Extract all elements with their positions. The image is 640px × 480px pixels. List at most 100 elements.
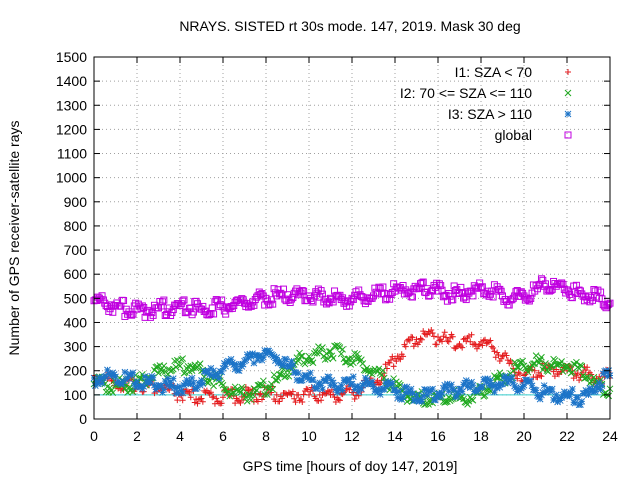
series-texture-mark bbox=[199, 380, 207, 388]
data-point bbox=[445, 290, 453, 298]
data-point bbox=[155, 304, 162, 312]
series-texture-mark bbox=[379, 283, 387, 291]
series-texture-mark bbox=[129, 388, 137, 396]
series-texture-mark bbox=[528, 382, 536, 390]
data-point bbox=[101, 299, 109, 307]
data-point bbox=[563, 392, 571, 400]
series-texture-mark bbox=[586, 384, 594, 392]
data-point bbox=[165, 383, 173, 390]
series-texture-mark bbox=[98, 292, 106, 300]
data-point bbox=[542, 389, 549, 396]
data-point bbox=[187, 304, 195, 312]
series-texture-mark bbox=[418, 279, 426, 287]
series-texture-mark bbox=[206, 371, 213, 379]
series-texture-mark bbox=[534, 374, 541, 381]
series-texture-mark bbox=[487, 387, 494, 395]
series-texture-mark bbox=[190, 379, 197, 387]
data-point bbox=[122, 305, 130, 313]
series-texture-mark bbox=[333, 389, 341, 396]
series-texture-mark bbox=[378, 386, 385, 394]
series-texture-mark bbox=[180, 382, 188, 389]
x-tick-label: 0 bbox=[90, 428, 98, 444]
series-texture-mark bbox=[254, 356, 262, 364]
series-texture-mark bbox=[523, 376, 531, 384]
data-point bbox=[327, 348, 334, 355]
series-texture-mark bbox=[267, 296, 275, 304]
data-point bbox=[230, 361, 238, 369]
series-texture-mark bbox=[317, 287, 325, 295]
data-point bbox=[327, 294, 334, 302]
series-texture-mark bbox=[91, 382, 99, 390]
series-texture-mark bbox=[422, 400, 430, 408]
data-point bbox=[122, 375, 130, 383]
series-texture-mark bbox=[118, 380, 126, 387]
series-texture-mark bbox=[282, 356, 290, 363]
data-point bbox=[574, 363, 582, 371]
series-texture-mark bbox=[461, 335, 468, 342]
series-texture-mark bbox=[577, 401, 584, 409]
series-texture-mark bbox=[317, 381, 325, 389]
series-texture-mark bbox=[194, 400, 201, 407]
data-point bbox=[445, 387, 453, 395]
series-texture-mark bbox=[493, 384, 501, 392]
legend-label: I1: SZA < 70 bbox=[455, 64, 533, 80]
series-texture-mark bbox=[497, 287, 505, 295]
series-texture-mark bbox=[210, 382, 217, 390]
series-texture-mark bbox=[482, 336, 489, 343]
series-texture-mark bbox=[394, 394, 402, 402]
series-texture-mark bbox=[410, 343, 417, 350]
series-texture-mark bbox=[270, 353, 278, 361]
series-texture-mark bbox=[139, 385, 146, 393]
series-texture-mark bbox=[152, 363, 160, 371]
series-texture-mark bbox=[237, 399, 244, 406]
data-point bbox=[273, 391, 280, 398]
y-tick-label: 1000 bbox=[56, 170, 87, 186]
series-texture-mark bbox=[375, 283, 383, 291]
series-texture-mark bbox=[292, 369, 299, 376]
series-texture-mark bbox=[428, 327, 435, 334]
x-tick-label: 12 bbox=[344, 428, 360, 444]
series-texture-mark bbox=[288, 391, 295, 398]
series-texture-mark bbox=[560, 388, 568, 396]
series-texture-mark bbox=[483, 378, 490, 386]
series-texture-mark bbox=[487, 337, 494, 344]
data-point bbox=[144, 379, 152, 387]
series-texture-mark bbox=[504, 379, 512, 387]
data-point bbox=[553, 366, 560, 373]
data-point bbox=[391, 287, 399, 295]
series-texture-mark bbox=[527, 377, 535, 385]
data-point bbox=[477, 283, 485, 291]
series-texture-mark bbox=[454, 389, 462, 397]
data-point bbox=[348, 380, 356, 388]
series-texture-mark bbox=[605, 392, 613, 400]
series-texture-mark bbox=[399, 393, 407, 401]
series-texture-mark bbox=[335, 396, 342, 403]
series-texture-mark bbox=[258, 356, 266, 364]
series-texture-mark bbox=[547, 388, 555, 396]
series-texture-mark bbox=[576, 377, 583, 384]
series-texture-mark bbox=[285, 372, 293, 380]
x-tick-label: 20 bbox=[516, 428, 532, 444]
series-texture-mark bbox=[569, 368, 576, 376]
series-texture-mark bbox=[547, 286, 555, 294]
series-texture-mark bbox=[535, 369, 542, 376]
series-texture-mark bbox=[578, 362, 586, 370]
series-texture-mark bbox=[232, 400, 239, 407]
series-texture-mark bbox=[141, 313, 149, 321]
series-texture-mark bbox=[474, 386, 482, 394]
series-texture-mark bbox=[453, 343, 460, 350]
series-texture-mark bbox=[403, 383, 411, 391]
series-texture-mark bbox=[483, 340, 490, 347]
series-texture-mark bbox=[303, 385, 310, 392]
data-point bbox=[176, 362, 184, 370]
data-point bbox=[423, 285, 431, 293]
series-texture-mark bbox=[306, 369, 314, 377]
series-texture-mark bbox=[349, 295, 357, 303]
y-tick-label: 400 bbox=[64, 314, 88, 330]
x-tick-label: 8 bbox=[262, 428, 270, 444]
series-texture-mark bbox=[160, 296, 168, 304]
legend: I1: SZA < 70 I2: 70 <= SZA <= 110 I3: SZA … bbox=[400, 64, 572, 143]
series-texture-mark bbox=[141, 373, 149, 380]
data-point bbox=[144, 306, 152, 314]
series-texture-mark bbox=[512, 360, 520, 367]
